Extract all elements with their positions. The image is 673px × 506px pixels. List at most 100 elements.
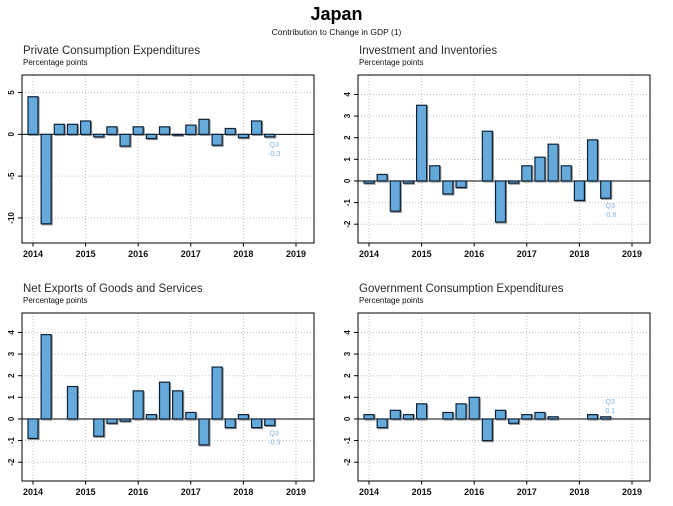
chart-canvas-private-consumption: 5 0 -5 -10 2014 2015 2016 2017 2018 2019 Q3 -0.3 [7,74,315,259]
y-tick-label: -2 [343,458,352,466]
x-tick-label: 2019 [286,249,306,259]
y-tick-label: -1 [7,436,16,444]
x-tick-label: 2018 [569,487,589,497]
bar-2016-q4 [172,390,184,420]
x-tick-label: 2019 [286,487,306,497]
y-tick-label: 4 [7,330,16,335]
y-tick-label: 3 [343,351,352,356]
x-tick-label: 2019 [622,487,642,497]
bars-group [363,104,612,223]
page-title: Japan [310,4,363,24]
bar-2015-q4 [119,133,131,147]
bar-2014-q3 [53,123,65,135]
plot-frame [357,312,651,482]
x-tick-label: 2014 [359,487,379,497]
x-tick-label: 2016 [128,249,148,259]
annotation-value-label: 0.1 [605,408,615,415]
panel-title: Government Consumption Expenditures [359,283,564,295]
x-tick-label: 2018 [233,249,253,259]
bar-2015-q3 [442,411,454,420]
bar-2017-q1 [185,411,197,420]
bar-2016-q4 [508,418,520,424]
bar-2014-q1 [27,418,39,440]
y-tick-label: 5 [7,90,16,95]
bar-2017-q4 [560,165,572,182]
y-tick-label: -2 [343,220,352,228]
bar-2014-q2 [376,418,388,429]
y-tick-label: 1 [343,395,352,400]
x-tick-label: 2014 [359,249,379,259]
bar-2014-q4 [402,180,415,184]
bar-2016-q1 [132,126,144,135]
y-tick-label: 0 [343,178,352,183]
bar-2014-q4 [402,414,415,420]
bar-2018-q3 [264,418,276,427]
bar-2014-q2 [376,173,388,182]
y-tick-label: 0 [7,416,16,421]
plot-frame [21,74,315,244]
panel-net-exports: Net Exports of Goods and Services Percen… [2,283,335,505]
y-tick-label: -1 [343,198,352,206]
panel-title: Investment and Inventories [359,45,498,57]
annotation-value-label: -0.8 [604,212,616,219]
bar-2015-q1 [79,120,92,135]
bar-2016-q4 [172,133,184,136]
bar-2017-q1 [185,124,197,135]
bar-2014-q3 [389,409,401,420]
bar-2017-q2 [198,418,210,446]
bar-2018-q1 [237,133,249,139]
bar-2018-q3 [600,180,612,199]
panel-investment-inventories: Investment and Inventories Percentage po… [338,45,671,267]
bar-2016-q2 [145,414,157,420]
annotation-quarter-label: Q3 [270,430,279,437]
bar-2014-q3 [389,180,401,212]
bar-2017-q3 [547,416,559,420]
bar-2017-q1 [521,414,533,420]
y-tick-label: 2 [7,373,16,378]
bar-2015-q2 [93,133,105,138]
panel-unit-label: Percentage points [23,58,88,67]
bar-2017-q2 [198,118,210,135]
bars-group [27,334,276,446]
x-tick-label: 2015 [76,487,96,497]
panel-title: Net Exports of Goods and Services [23,283,203,295]
bar-2018-q2 [586,414,599,420]
panel-private-consumption: Private Consumption Expenditures Percent… [2,45,335,267]
annotation-quarter-label: Q3 [606,203,615,210]
bar-2014-q4 [66,123,79,135]
bars-group [363,396,612,442]
y-tick-label: 4 [343,330,352,335]
panel-unit-label: Percentage points [23,296,88,305]
bar-2015-q3 [106,126,118,135]
annotation-quarter-label: Q3 [270,142,279,149]
bar-2018-q1 [237,414,249,420]
bar-2016-q3 [158,381,171,420]
annotation-quarter-label: Q3 [606,399,615,406]
y-tick-label: 1 [343,157,352,162]
y-tick-label: 3 [343,113,352,118]
bar-2017-q2 [534,156,546,182]
x-tick-label: 2016 [128,487,148,497]
bar-2017-q2 [534,411,546,420]
bars-group [27,96,276,225]
bar-2016-q1 [132,390,144,420]
y-tick-label: -10 [7,212,16,224]
bar-2017-q1 [521,165,533,182]
y-tick-label: 2 [343,373,352,378]
bar-2018-q2 [250,418,263,429]
y-tick-label: 4 [343,92,352,97]
x-tick-label: 2016 [464,487,484,497]
bar-2015-q2 [93,418,105,437]
x-tick-label: 2014 [23,487,43,497]
bar-2018-q3 [600,416,612,420]
x-tick-label: 2015 [412,487,432,497]
bar-2014-q1 [363,180,375,184]
x-tick-label: 2015 [76,249,96,259]
annotation-value-label: -0.3 [268,439,280,446]
x-tick-label: 2016 [464,249,484,259]
x-tick-label: 2017 [517,487,537,497]
y-tick-label: 2 [343,135,352,140]
x-tick-label: 2015 [412,249,432,259]
x-tick-label: 2018 [569,249,589,259]
y-tick-label: 1 [7,395,16,400]
